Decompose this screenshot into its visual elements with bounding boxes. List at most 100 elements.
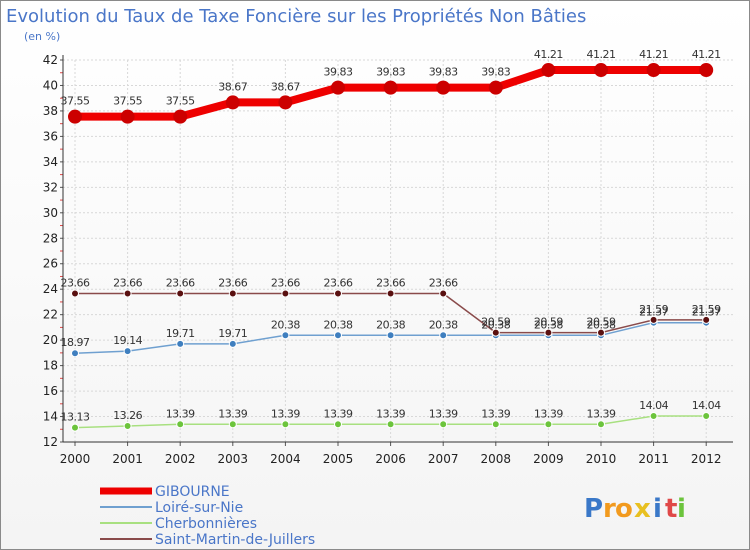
- x-tick-label: 2005: [323, 452, 354, 466]
- data-point-cherbonni-res: [386, 420, 395, 429]
- data-label: 41.21: [534, 48, 563, 61]
- data-label: 41.21: [587, 48, 616, 61]
- data-label: 41.21: [692, 48, 721, 61]
- x-tick-label: 2001: [112, 452, 143, 466]
- data-point-loir-sur-nie: [386, 331, 395, 340]
- series-group: [68, 63, 714, 432]
- data-point-gibourne: [120, 109, 135, 124]
- data-point-loir-sur-nie: [228, 339, 237, 348]
- data-point-cherbonni-res: [544, 420, 553, 429]
- legend-label-gibourne: GIBOURNE: [155, 484, 230, 500]
- data-point-loir-sur-nie: [439, 331, 448, 340]
- data-label: 39.83: [376, 66, 405, 79]
- data-labels: 37.55 37.55 37.55 38.67 38.67 39.83 39.83 39.83…: [61, 48, 722, 424]
- data-label: 37.55: [166, 95, 195, 108]
- data-label: 21.59: [639, 303, 668, 316]
- logo-letter: i: [677, 494, 686, 524]
- data-point-cherbonni-res: [491, 420, 500, 429]
- data-label: 13.39: [376, 407, 405, 420]
- data-label: 23.66: [324, 277, 353, 290]
- data-point-saint-martin-de-juillers: [334, 289, 342, 298]
- y-tick-label: 30: [43, 206, 58, 220]
- data-label: 13.13: [61, 411, 90, 424]
- data-point-saint-martin-de-juillers: [228, 289, 237, 298]
- data-point-cherbonni-res: [281, 420, 290, 429]
- y-tick-label: 34: [43, 155, 58, 169]
- data-label: 20.38: [324, 318, 353, 331]
- data-point-gibourne: [68, 109, 82, 124]
- data-label: 13.39: [587, 407, 616, 420]
- data-point-saint-martin-de-juillers: [281, 289, 290, 298]
- data-label: 38.67: [271, 80, 300, 93]
- x-tick-label: 2007: [428, 452, 459, 466]
- chart-title: Evolution du Taux de Taxe Foncière sur l…: [6, 6, 586, 27]
- x-tick-label: 2009: [533, 452, 564, 466]
- data-label: 13.39: [481, 407, 510, 420]
- data-label: 13.26: [113, 409, 142, 422]
- data-label: 18.97: [61, 336, 90, 349]
- data-label: 14.04: [639, 399, 668, 412]
- y-tick-label: 20: [43, 333, 58, 347]
- data-label: 23.66: [429, 277, 458, 290]
- x-tick-label: 2003: [218, 452, 249, 466]
- data-point-saint-martin-de-juillers: [439, 289, 448, 298]
- data-point-gibourne: [331, 80, 345, 95]
- data-point-saint-martin-de-juillers: [386, 289, 395, 298]
- data-label: 21.37: [639, 306, 668, 319]
- y-tick-label: 42: [43, 53, 58, 67]
- y-tick-label: 32: [43, 180, 58, 194]
- data-point-saint-martin-de-juillers: [544, 328, 553, 337]
- data-label: 20.59: [534, 316, 563, 329]
- x-tick-label: 2011: [638, 452, 669, 466]
- data-point-cherbonni-res: [334, 420, 342, 429]
- data-label: 38.67: [218, 80, 247, 93]
- data-point-saint-martin-de-juillers: [71, 289, 79, 298]
- data-point-gibourne: [225, 95, 240, 110]
- y-tick-label: 28: [43, 231, 58, 245]
- data-label: 39.83: [324, 66, 353, 79]
- data-label: 37.55: [61, 95, 90, 108]
- data-label: 20.38: [271, 318, 300, 331]
- y-tick-label: 36: [43, 129, 58, 143]
- y-tick-label: 12: [43, 435, 58, 449]
- data-point-loir-sur-nie: [334, 331, 342, 340]
- data-point-gibourne: [594, 63, 608, 78]
- y-tick-label: 14: [43, 410, 58, 424]
- logo-letter: r: [603, 494, 616, 524]
- data-point-loir-sur-nie: [176, 339, 185, 348]
- data-label: 19.71: [218, 327, 247, 340]
- data-label: 13.39: [218, 407, 247, 420]
- data-point-cherbonni-res: [702, 412, 711, 421]
- data-point-cherbonni-res: [71, 423, 79, 432]
- data-label: 20.38: [481, 318, 510, 331]
- legend: GIBOURNELoiré-sur-NieCherbonnièresSaint-…: [100, 484, 315, 548]
- data-point-gibourne: [383, 80, 398, 95]
- legend-label-saint-martin-de-juillers: Saint-Martin-de-Juillers: [155, 532, 315, 548]
- x-tick-label: 2010: [586, 452, 617, 466]
- data-label: 21.59: [692, 303, 721, 316]
- data-point-cherbonni-res: [649, 412, 658, 421]
- y-tick-label: 24: [43, 282, 58, 296]
- data-point-gibourne: [173, 109, 188, 124]
- data-point-gibourne: [488, 80, 503, 95]
- data-point-cherbonni-res: [439, 420, 448, 429]
- data-label: 23.66: [271, 277, 300, 290]
- data-point-gibourne: [699, 63, 714, 78]
- y-tick-label: 22: [43, 308, 58, 322]
- data-label: 19.14: [113, 334, 142, 347]
- x-tick-label: 2006: [375, 452, 406, 466]
- data-point-gibourne: [278, 95, 293, 110]
- data-point-loir-sur-nie: [281, 331, 290, 340]
- data-label: 39.83: [481, 66, 510, 79]
- data-point-gibourne: [541, 63, 556, 78]
- logo-letter: t: [665, 494, 677, 524]
- data-label: 39.83: [429, 66, 458, 79]
- data-label: 23.66: [166, 277, 195, 290]
- data-label: 23.66: [113, 277, 142, 290]
- data-label: 14.04: [692, 399, 721, 412]
- chart-subtitle: (en %): [24, 30, 60, 43]
- y-tick-label: 26: [43, 257, 58, 271]
- y-tick-label: 38: [43, 104, 58, 118]
